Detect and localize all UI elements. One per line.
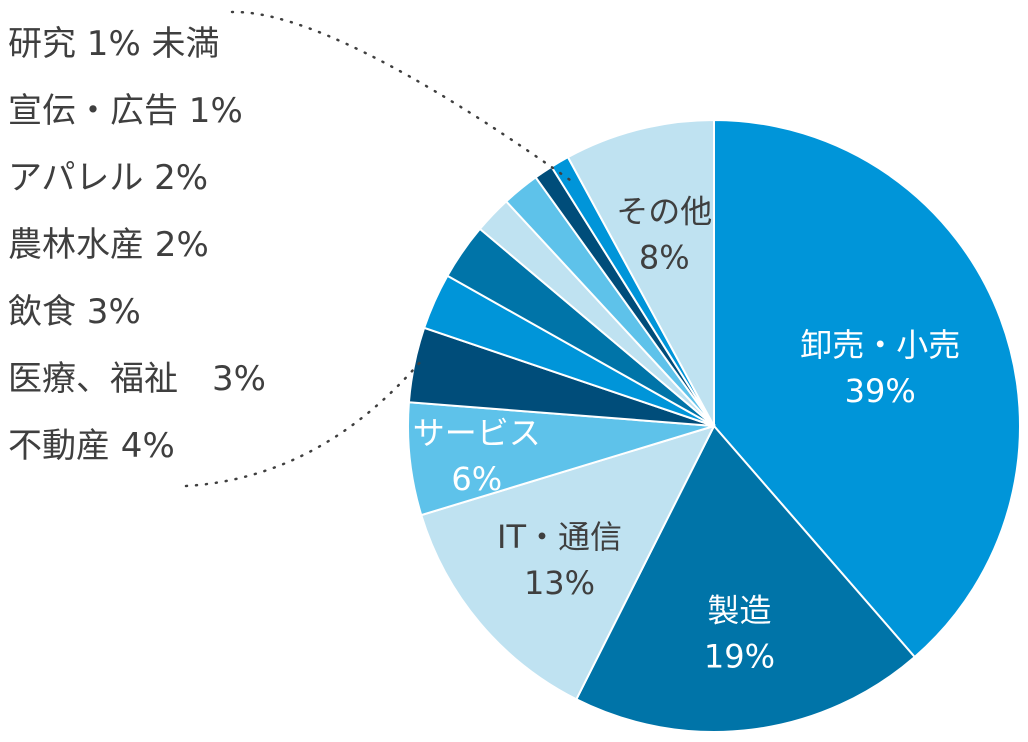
side-label-3: アパレル 2% bbox=[8, 158, 208, 198]
slice-label-name: 卸売・小売 bbox=[800, 326, 960, 364]
side-label-6: 医療、福祉 3% bbox=[8, 359, 266, 399]
slice-label-name: 製造 bbox=[707, 591, 771, 629]
slice-labels: 卸売・小売 39% 製造 19% IT・通信 13% サービス 6% その他 8% bbox=[413, 192, 961, 675]
slice-label-value: 13% bbox=[524, 564, 595, 602]
side-label-7: 不動産 4% bbox=[8, 426, 175, 466]
slice-label-name: サービス bbox=[413, 414, 541, 452]
leader-line-bottom bbox=[184, 359, 423, 488]
side-label-4: 農林水産 2% bbox=[8, 225, 209, 265]
pie-slice-12 bbox=[566, 118, 715, 427]
slice-label-name: IT・通信 bbox=[497, 518, 622, 556]
pie-slice-2 bbox=[575, 424, 917, 733]
pie-slices bbox=[407, 118, 1021, 733]
slice-label-value: 6% bbox=[451, 460, 502, 498]
leader-line-top bbox=[230, 10, 572, 182]
leader-lines bbox=[184, 10, 572, 488]
side-label-1: 研究 1% 未満 bbox=[8, 24, 220, 64]
pie-slice-3 bbox=[420, 424, 716, 701]
slice-label-value: 39% bbox=[845, 372, 916, 410]
pie-slice-1 bbox=[713, 118, 1021, 659]
slice-label-value: 8% bbox=[639, 238, 690, 276]
side-label-5: 飲食 3% bbox=[8, 292, 141, 332]
slice-label-name: その他 bbox=[616, 192, 712, 230]
slice-label-value: 19% bbox=[704, 637, 775, 675]
side-label-2: 宣伝・広告 1% bbox=[8, 91, 243, 131]
